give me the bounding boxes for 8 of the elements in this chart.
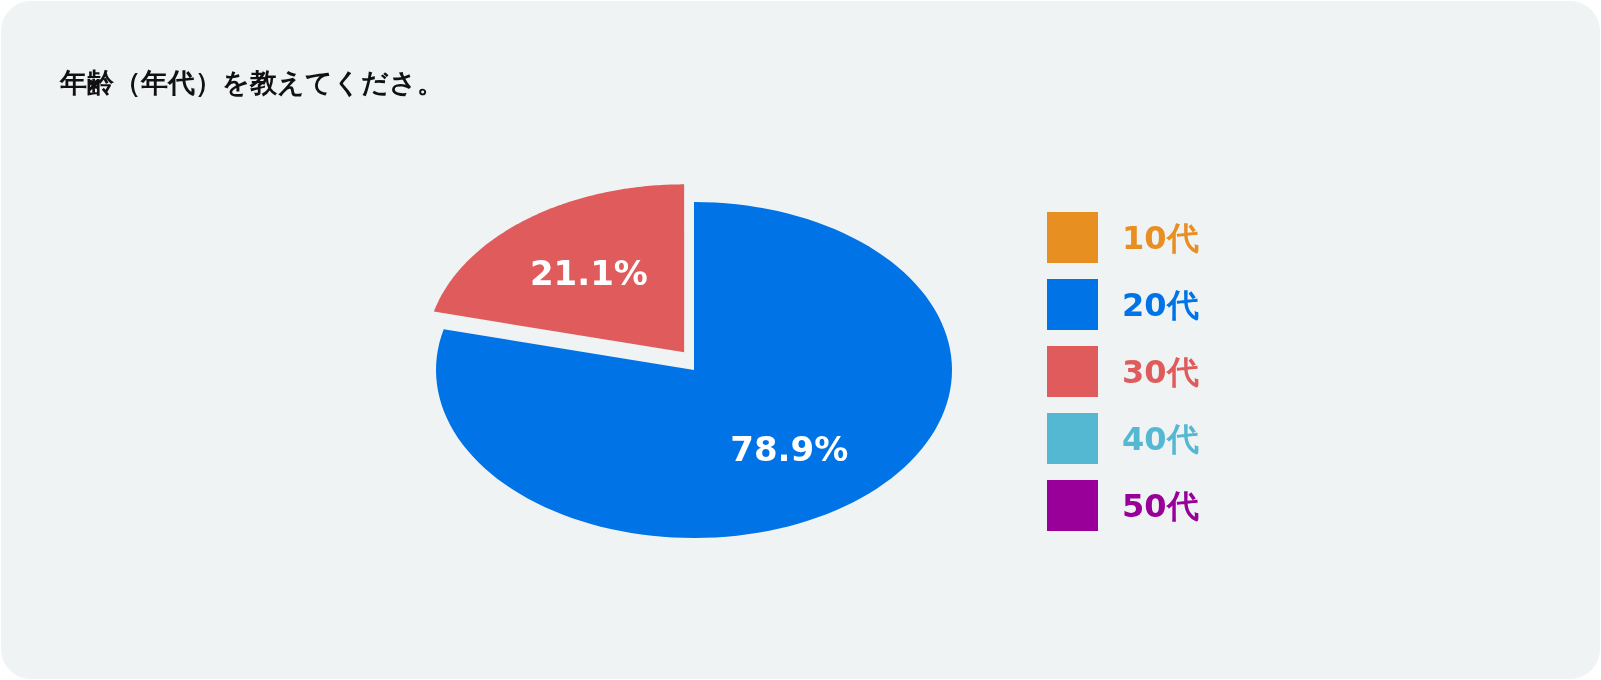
legend-label: 50代 (1122, 487, 1199, 525)
legend-label: 40代 (1122, 420, 1199, 458)
title: 年齢（年代）を教えてくださ。 (60, 67, 444, 98)
legend-label: 30代 (1122, 353, 1199, 391)
data-label: 78.9% (730, 429, 849, 470)
data-label: 21.1% (529, 252, 648, 293)
legend-label: 20代 (1122, 286, 1199, 324)
legend-label: 10代 (1122, 219, 1199, 257)
